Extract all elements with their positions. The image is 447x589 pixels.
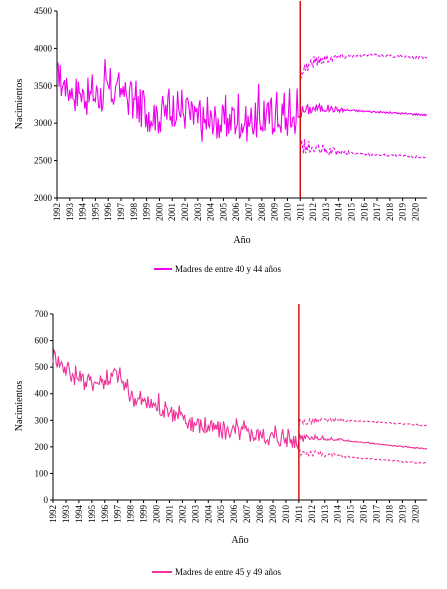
legend-bottom: Madres de entre 45 y 49 años xyxy=(152,567,281,577)
series-forecast-lower xyxy=(298,449,428,465)
x-tick-label: 1997 xyxy=(113,505,123,524)
series-historical xyxy=(56,58,301,142)
x-tick-label: 1992 xyxy=(52,203,62,221)
y-tick-label: 4500 xyxy=(34,6,53,16)
y-tick-label: 300 xyxy=(35,415,49,425)
plot-area-top: 2000 2500 3000 3500 4000 4500 1992 1993 1994 1995… xyxy=(34,1,428,222)
x-tick-label: 2014 xyxy=(334,203,344,222)
x-tick-label: 2020 xyxy=(410,505,420,524)
x-tick-label: 2004 xyxy=(203,505,213,524)
x-tick-label: 2000 xyxy=(152,505,162,524)
x-tick-label: 2012 xyxy=(307,505,317,523)
x-tick-label: 2011 xyxy=(294,505,304,523)
x-tick-label: 1994 xyxy=(74,505,84,524)
legend-label-bottom: Madres de entre 45 y 49 años xyxy=(175,567,281,577)
y-tick-label: 4000 xyxy=(34,43,53,53)
x-tick-label: 1993 xyxy=(61,505,71,524)
y-axis-label-bottom: Nacimientos xyxy=(14,381,25,432)
x-tick-label: 2002 xyxy=(177,505,187,523)
y-tick-label: 0 xyxy=(44,495,49,505)
x-tick-label: 1998 xyxy=(126,505,136,524)
x-tick-label: 1994 xyxy=(78,203,88,222)
x-tick-label: 2017 xyxy=(372,203,382,222)
x-tick-label: 2016 xyxy=(359,505,369,524)
y-tick-label: 400 xyxy=(35,389,49,399)
x-tick-label: 1999 xyxy=(142,203,152,222)
y-tick-label: 500 xyxy=(35,362,49,372)
x-tick-label: 2003 xyxy=(190,505,200,524)
series-forecast-central xyxy=(299,102,428,118)
x-tick-label: 2002 xyxy=(180,203,190,221)
x-tick-label: 1996 xyxy=(100,505,110,524)
x-tick-label: 2010 xyxy=(282,203,292,222)
x-tick-label: 2011 xyxy=(295,203,305,221)
x-tick-label: 2007 xyxy=(244,203,254,222)
x-tick-label: 1995 xyxy=(87,505,97,524)
x-tick-label: 1992 xyxy=(48,505,58,523)
x-tick-label: 2006 xyxy=(231,203,241,222)
y-tick-label: 3000 xyxy=(34,118,53,128)
y-axis-label-top: Nacimientos xyxy=(14,79,25,130)
y-tick-label: 200 xyxy=(35,442,49,452)
x-tick-label: 2008 xyxy=(255,505,265,524)
x-tick-label: 2009 xyxy=(268,505,278,524)
x-tick-label: 2009 xyxy=(270,203,280,222)
x-tick-label: 1999 xyxy=(139,505,149,524)
x-tick-label: 2004 xyxy=(206,203,216,222)
x-tick-label: 2019 xyxy=(397,505,407,524)
x-tick-label: 2013 xyxy=(321,203,331,222)
x-tick-label: 2012 xyxy=(308,203,318,221)
x-tick-label: 2001 xyxy=(167,203,177,221)
legend-label-top: Madres de entre 40 y 44 años xyxy=(175,264,281,274)
x-tick-label: 2003 xyxy=(193,203,203,222)
x-tick-label: 2001 xyxy=(164,505,174,523)
x-tick-label: 2019 xyxy=(398,203,408,222)
x-tick-label: 1993 xyxy=(65,203,75,222)
x-tick-label: 2014 xyxy=(333,505,343,524)
y-tick-label: 2000 xyxy=(34,193,53,203)
x-tick-label: 2016 xyxy=(359,203,369,222)
x-tick-label: 2015 xyxy=(346,505,356,524)
x-tick-label: 2005 xyxy=(218,203,228,222)
x-axis-label-bottom: Año xyxy=(231,535,248,546)
x-tick-label: 2000 xyxy=(154,203,164,222)
series-forecast-lower xyxy=(299,139,428,159)
x-tick-label: 2018 xyxy=(384,505,394,524)
x-tick-label: 2017 xyxy=(372,505,382,524)
x-tick-label: 2013 xyxy=(320,505,330,524)
y-tick-label: 3500 xyxy=(34,81,53,91)
chart-top: 2000 2500 3000 3500 4000 4500 1992 1993 1994 1995… xyxy=(14,1,428,274)
x-tick-label: 2006 xyxy=(229,505,239,524)
x-tick-label: 2010 xyxy=(281,505,291,524)
y-tick-label: 100 xyxy=(35,468,49,478)
y-tick-label: 2500 xyxy=(34,156,53,166)
x-tick-label: 2008 xyxy=(257,203,267,222)
x-tick-label: 1996 xyxy=(103,203,113,222)
x-tick-label: 2005 xyxy=(216,505,226,524)
x-tick-label: 2007 xyxy=(242,505,252,524)
x-tick-label: 2015 xyxy=(346,203,356,222)
series-forecast-central xyxy=(298,432,428,450)
y-tick-label: 700 xyxy=(35,309,49,319)
y-tick-label: 600 xyxy=(35,336,49,346)
series-forecast-upper xyxy=(298,417,428,427)
x-tick-label: 1998 xyxy=(129,203,139,222)
x-tick-label: 2020 xyxy=(410,203,420,222)
x-tick-label: 1995 xyxy=(90,203,100,222)
x-axis-label-top: Año xyxy=(233,235,250,246)
legend-top: Madres de entre 40 y 44 años xyxy=(154,264,281,274)
x-tick-label: 1997 xyxy=(116,203,126,222)
x-tick-label: 2018 xyxy=(385,203,395,222)
series-historical xyxy=(52,348,300,451)
series-forecast-upper xyxy=(299,53,428,79)
